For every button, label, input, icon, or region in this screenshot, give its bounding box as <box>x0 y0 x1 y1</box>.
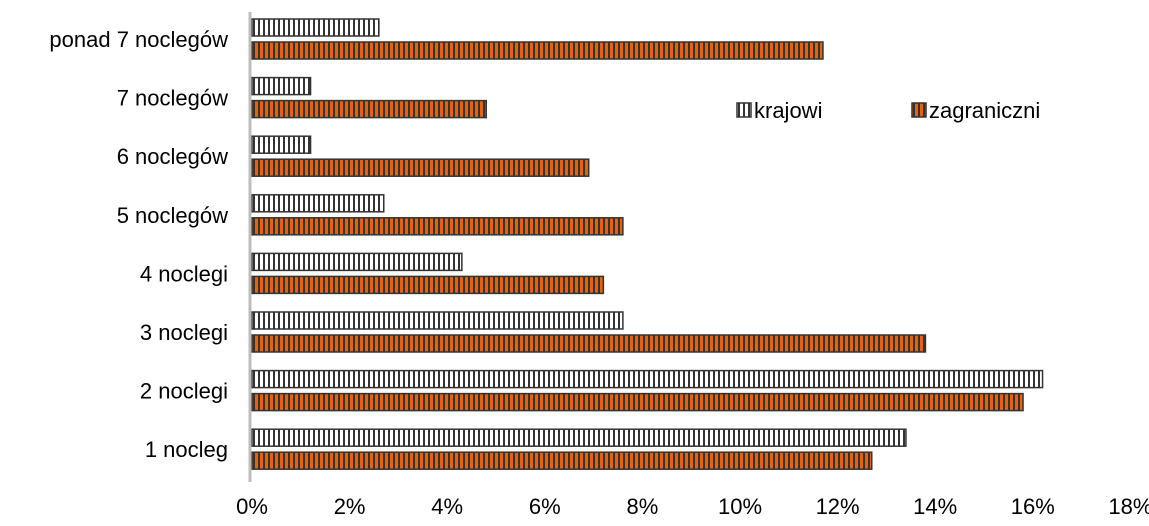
bar-zagraniczni-6 <box>251 392 1024 412</box>
legend-swatch-zagraniczni <box>911 102 927 118</box>
category-label: 1 nocleg <box>145 437 228 462</box>
bar-krajowi-5 <box>251 311 624 330</box>
bar-zagraniczni-1 <box>251 99 487 119</box>
category-label: 3 noclegi <box>140 320 228 345</box>
x-tick-label: 4% <box>431 494 463 519</box>
category-label: 5 noclegów <box>117 203 228 228</box>
bar-zagraniczni-2 <box>251 158 590 177</box>
x-tick-label: 6% <box>529 494 561 519</box>
legend-swatch-krajowi <box>736 102 752 118</box>
category-label: 2 noclegi <box>140 379 228 404</box>
bar-krajowi-0 <box>251 18 380 37</box>
x-tick-label: 8% <box>627 494 659 519</box>
bar-krajowi-3 <box>251 194 385 213</box>
legend-label-zagraniczni: zagraniczni <box>929 98 1040 123</box>
x-tick-label: 16% <box>1011 494 1055 519</box>
bar-krajowi-2 <box>251 135 312 154</box>
x-tick-label: 0% <box>236 494 268 519</box>
bar-zagraniczni-7 <box>251 451 873 470</box>
bar-zagraniczni-0 <box>251 41 824 60</box>
category-labels: ponad 7 noclegów 7 noclegów 6 noclegów 5 no… <box>49 27 228 462</box>
category-label: 6 noclegów <box>117 144 228 169</box>
bar-krajowi-1 <box>251 76 312 96</box>
x-tick-label: 14% <box>913 494 957 519</box>
bars-group <box>251 18 1044 470</box>
legend: krajowi zagraniczni <box>736 98 1040 123</box>
bar-krajowi-7 <box>251 428 907 447</box>
bar-zagraniczni-5 <box>251 334 927 353</box>
x-tick-label: 12% <box>816 494 860 519</box>
x-tick-label: 2% <box>334 494 366 519</box>
legend-label-krajowi: krajowi <box>754 98 822 123</box>
category-label: 4 noclegi <box>140 261 228 286</box>
bar-krajowi-4 <box>251 252 463 272</box>
category-label: ponad 7 noclegów <box>49 27 228 52</box>
x-tick-label: 10% <box>718 494 762 519</box>
bar-zagraniczni-3 <box>251 217 624 236</box>
x-tick-labels: 0% 2% 4% 6% 8% 10% 12% 14% 16% 18% <box>236 494 1149 519</box>
bar-zagraniczni-4 <box>251 275 605 295</box>
x-tick-label: 18% <box>1108 494 1149 519</box>
bar-krajowi-6 <box>251 369 1044 389</box>
category-label: 7 noclegów <box>117 86 228 111</box>
